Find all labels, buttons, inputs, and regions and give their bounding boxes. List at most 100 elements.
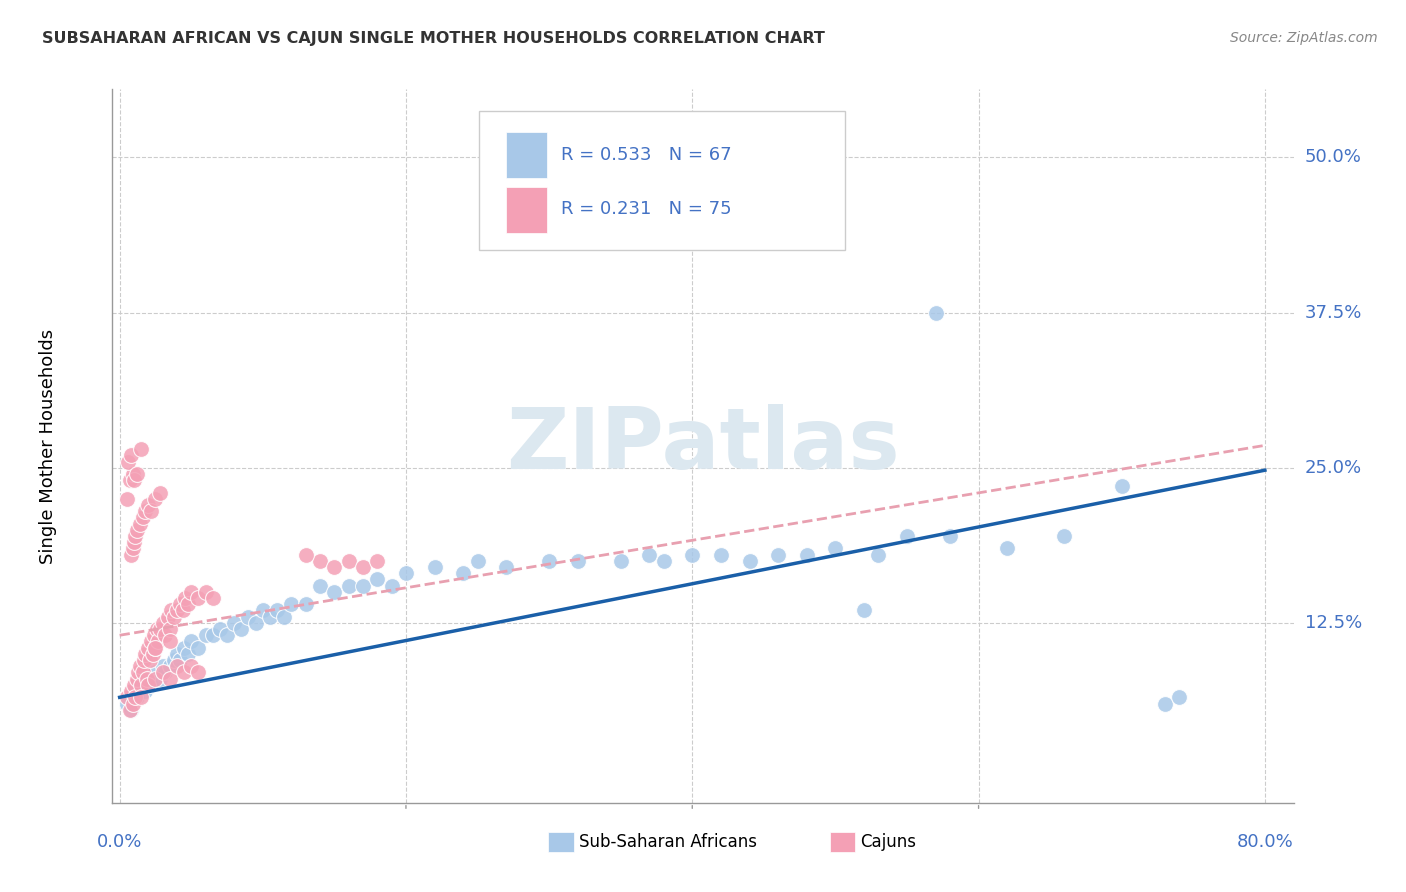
Point	[125, 467, 148, 481]
Point	[1111, 479, 1133, 493]
Point	[395, 566, 418, 581]
Point	[120, 448, 142, 462]
Point	[145, 665, 167, 680]
Point	[152, 615, 174, 630]
Point	[366, 554, 388, 568]
Point	[174, 591, 197, 605]
Point	[128, 659, 150, 673]
Point	[157, 609, 180, 624]
Point	[124, 690, 146, 705]
Point	[451, 566, 474, 581]
Point	[129, 442, 152, 456]
Point	[122, 678, 145, 692]
Point	[194, 584, 217, 599]
Point	[163, 653, 186, 667]
Point	[120, 548, 142, 562]
Point	[121, 541, 143, 556]
Point	[159, 622, 181, 636]
Point	[609, 554, 631, 568]
Point	[868, 548, 890, 562]
Point	[495, 560, 517, 574]
FancyBboxPatch shape	[478, 111, 845, 250]
Point	[567, 554, 589, 568]
Point	[122, 684, 145, 698]
Point	[166, 659, 188, 673]
Point	[180, 634, 202, 648]
Point	[366, 573, 388, 587]
Point	[538, 554, 561, 568]
Point	[136, 498, 159, 512]
Point	[423, 560, 446, 574]
Point	[115, 697, 138, 711]
Point	[145, 672, 167, 686]
Point	[148, 634, 170, 648]
Point	[638, 548, 661, 562]
Text: Single Mother Households: Single Mother Households	[38, 328, 56, 564]
Point	[187, 640, 209, 655]
Bar	[506, 132, 547, 178]
Text: 37.5%: 37.5%	[1305, 303, 1362, 322]
Point	[159, 659, 181, 673]
Point	[187, 665, 209, 680]
Point	[1153, 697, 1175, 711]
Text: Source: ZipAtlas.com: Source: ZipAtlas.com	[1230, 31, 1378, 45]
Point	[180, 584, 202, 599]
Point	[166, 647, 188, 661]
Point	[173, 665, 195, 680]
Point	[125, 672, 148, 686]
Point	[381, 579, 404, 593]
Text: 50.0%: 50.0%	[1305, 148, 1361, 167]
Point	[149, 485, 172, 500]
Point	[134, 684, 156, 698]
Text: ZIPatlas: ZIPatlas	[506, 404, 900, 488]
Point	[129, 678, 152, 692]
Point	[115, 690, 138, 705]
Text: R = 0.231   N = 75: R = 0.231 N = 75	[561, 200, 733, 218]
Point	[152, 665, 174, 680]
Point	[245, 615, 267, 630]
Point	[309, 554, 332, 568]
Point	[467, 554, 489, 568]
Point	[139, 504, 162, 518]
Point	[136, 640, 159, 655]
Point	[128, 516, 150, 531]
Point	[129, 678, 152, 692]
Point	[131, 510, 153, 524]
Text: Cajuns: Cajuns	[860, 833, 917, 851]
Point	[160, 603, 183, 617]
Point	[159, 672, 181, 686]
Point	[118, 703, 141, 717]
Point	[143, 628, 166, 642]
Point	[145, 491, 167, 506]
Point	[125, 523, 148, 537]
Text: 80.0%: 80.0%	[1236, 833, 1294, 851]
Point	[139, 634, 162, 648]
Point	[180, 659, 202, 673]
Point	[149, 622, 172, 636]
Point	[135, 672, 157, 686]
Point	[323, 584, 346, 599]
Point	[853, 603, 876, 617]
Point	[309, 579, 332, 593]
Point	[766, 548, 789, 562]
Point	[169, 653, 191, 667]
Point	[142, 647, 165, 661]
Point	[323, 560, 346, 574]
Point	[118, 473, 141, 487]
Point	[215, 628, 238, 642]
Point	[224, 615, 246, 630]
Point	[138, 653, 160, 667]
Point	[136, 672, 159, 686]
Point	[1168, 690, 1191, 705]
Point	[187, 591, 209, 605]
Point	[939, 529, 962, 543]
Point	[352, 560, 374, 574]
Point	[294, 597, 316, 611]
Point	[115, 491, 138, 506]
Point	[796, 548, 818, 562]
Point	[124, 529, 146, 543]
Text: 0.0%: 0.0%	[97, 833, 142, 851]
Point	[896, 529, 918, 543]
Point	[177, 597, 200, 611]
Point	[273, 609, 295, 624]
